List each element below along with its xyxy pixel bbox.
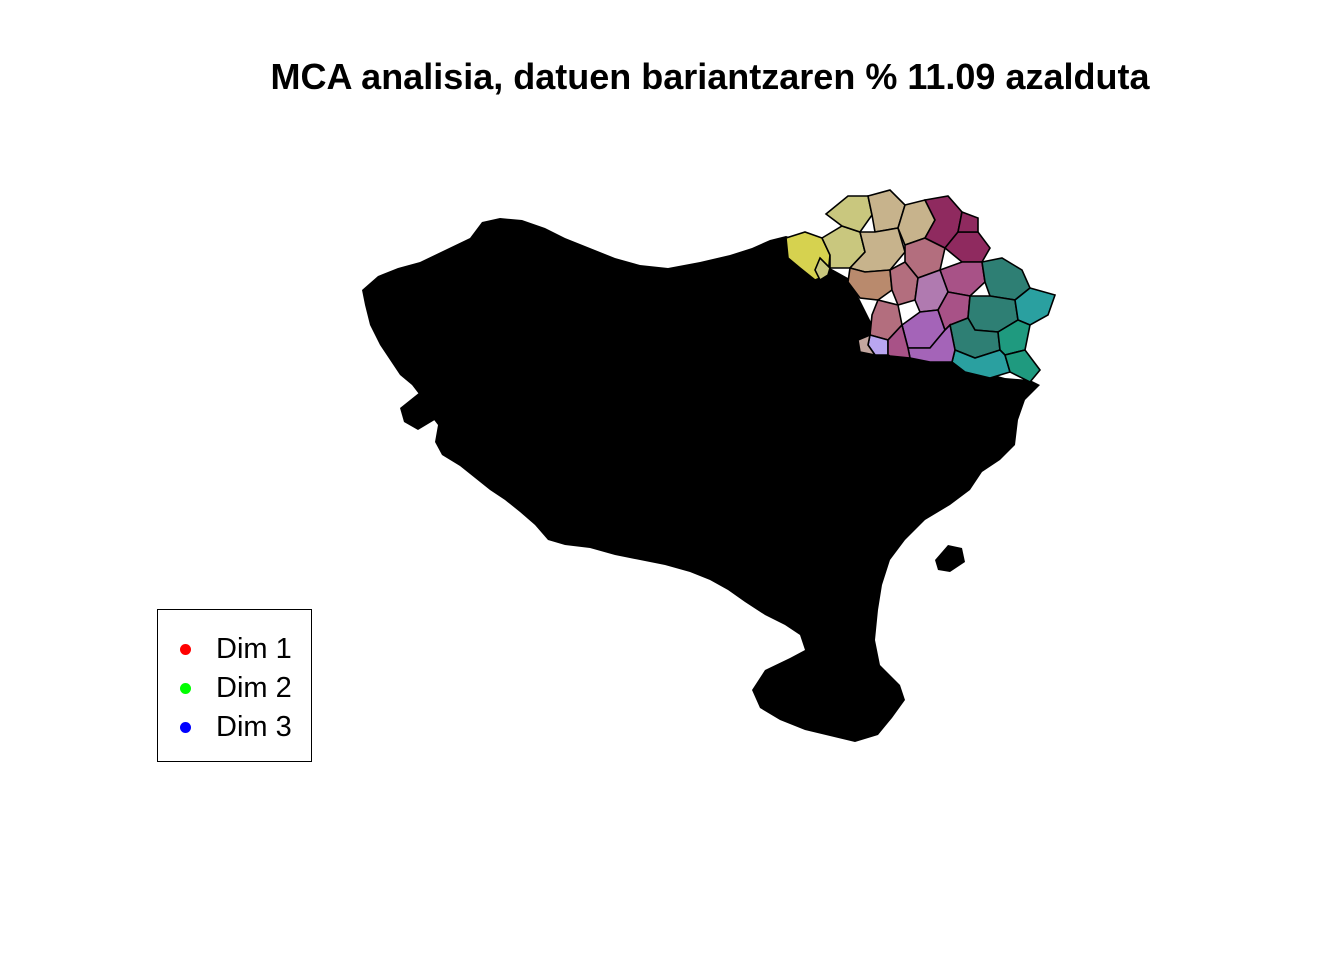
municipality	[957, 210, 979, 233]
municipality	[857, 333, 877, 357]
municipality	[1003, 349, 1042, 383]
plot-title: MCA analisia, datuen bariantzaren % 11.0…	[270, 56, 1150, 97]
municipality	[887, 323, 911, 359]
legend-label: Dim 1	[216, 632, 292, 665]
legend-dot-blue	[180, 721, 191, 733]
municipality	[814, 256, 831, 282]
legend: Dim 1 Dim 2 Dim 3	[157, 609, 312, 762]
municipality	[907, 323, 956, 363]
legend-label: Dim 3	[216, 710, 292, 743]
municipality	[824, 195, 873, 233]
legend-dot-green	[180, 682, 191, 694]
map-islet-west	[400, 392, 440, 430]
legend-dot-red	[180, 643, 191, 655]
map-islet-southeast	[935, 545, 965, 572]
municipality-polygons	[785, 189, 1057, 383]
legend-label: Dim 2	[216, 671, 292, 704]
municipality	[847, 266, 893, 301]
